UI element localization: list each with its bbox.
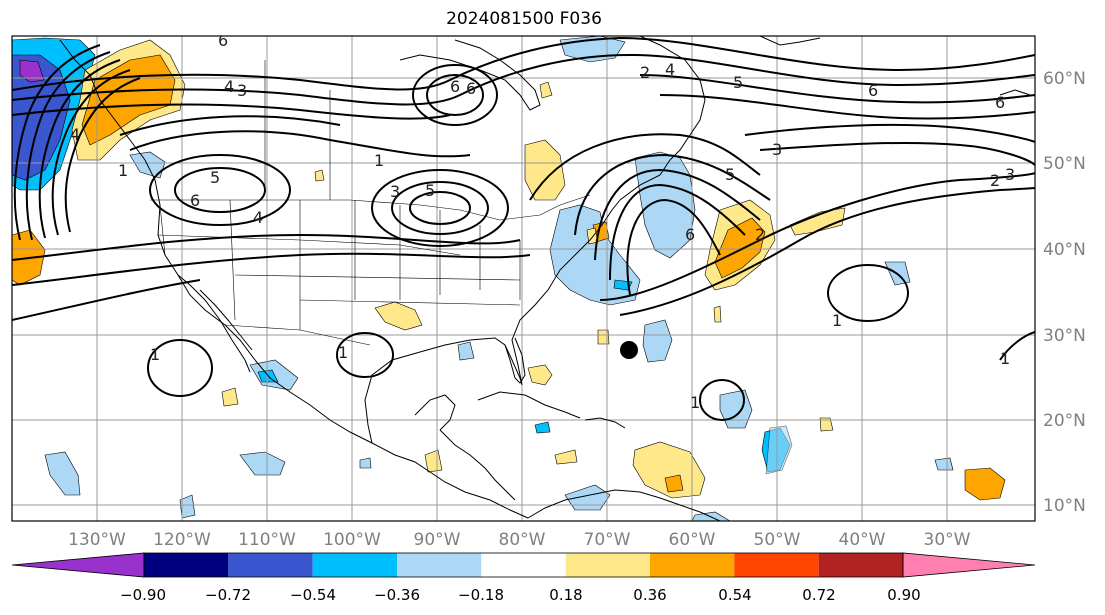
contour-label: 6: [190, 191, 200, 210]
contour-label: 1: [1000, 349, 1010, 368]
contour-label: 1: [338, 343, 348, 362]
contour-label: 6: [995, 93, 1005, 112]
storm-position-marker: [620, 341, 638, 359]
colorbar-swatch: [481, 553, 566, 577]
lat-label: 20°N: [1043, 411, 1086, 431]
contour-label: 2: [640, 63, 650, 82]
lon-label: 110°W: [238, 530, 296, 550]
colorbar-swatch: [144, 553, 229, 577]
contour-label: 1: [832, 311, 842, 330]
map-title: 2024081500 F036: [446, 9, 602, 29]
lon-label: 40°W: [839, 530, 886, 550]
lon-label: 120°W: [153, 530, 211, 550]
contour-label: 3: [390, 182, 400, 201]
map-border: [11, 35, 1036, 522]
latitude-labels: 60°N 50°N 40°N 30°N 20°N 10°N: [1043, 69, 1086, 516]
colorbar-tick-label: 0.54: [718, 586, 751, 604]
contour-label: 6: [868, 81, 878, 100]
colorbar-tick-label: 0.72: [802, 586, 835, 604]
colorbar-swatch: [11, 552, 145, 578]
lon-label: 60°W: [669, 530, 716, 550]
contour-label: 5: [425, 181, 435, 200]
contour-label: 5: [210, 168, 220, 187]
lat-label: 30°N: [1043, 326, 1086, 346]
contour-label: 2: [755, 225, 765, 244]
colorbar-border: [143, 552, 904, 578]
contour-label: 2: [990, 171, 1000, 190]
contour-labels: 6 4 1 6 5 3 2 4 5 6 6 3 5 6 5 3 4 3 6 4 …: [70, 31, 1015, 412]
contour-label: 1: [690, 393, 700, 412]
colorbar-tick-label: −0.36: [374, 586, 420, 604]
contour-label: 5: [733, 73, 743, 92]
contour-label: 6: [450, 77, 460, 96]
lon-label: 130°W: [68, 530, 126, 550]
contour-label: 5: [725, 165, 735, 184]
coastlines: [59, 36, 1031, 521]
lon-label: 30°W: [924, 530, 971, 550]
longitude-labels: 130°W 120°W 110°W 100°W 90°W 80°W 70°W 6…: [68, 530, 971, 550]
contour-label: 1: [374, 151, 384, 170]
colorbar-swatch: [818, 553, 903, 577]
contour-label: 1: [118, 161, 128, 180]
graticule: [12, 36, 1035, 521]
lat-label: 40°N: [1043, 240, 1086, 260]
colorbar-swatch: [902, 552, 1036, 578]
lat-label: 60°N: [1043, 69, 1086, 89]
lat-label: 50°N: [1043, 154, 1086, 174]
colorbar-tick-label: −0.90: [120, 586, 166, 604]
contour-label: 6: [685, 225, 695, 244]
contour-label: 3: [237, 81, 247, 100]
contour-label: 4: [665, 60, 675, 79]
contour-label: 3: [772, 140, 782, 159]
colorbar-swatch: [650, 553, 735, 577]
contour-label: 4: [224, 77, 234, 96]
colorbar-swatch: [397, 553, 482, 577]
colorbar-tick-label: 0.90: [887, 586, 920, 604]
lon-label: 50°W: [754, 530, 801, 550]
lon-label: 80°W: [499, 530, 546, 550]
contour-lines: [12, 36, 1035, 421]
lat-label: 10°N: [1043, 496, 1086, 516]
contour-label: 6: [466, 79, 476, 98]
colorbar-tick-label: −0.18: [458, 586, 504, 604]
colorbar-tick-label: 0.18: [549, 586, 582, 604]
contour-label: 4: [253, 208, 263, 227]
contour-label: 4: [70, 125, 80, 144]
colorbar: [11, 552, 1036, 578]
colorbar-swatch: [312, 553, 397, 577]
lon-label: 70°W: [584, 530, 631, 550]
contour-label: 6: [218, 31, 228, 50]
lon-label: 90°W: [414, 530, 461, 550]
colorbar-tick-label: −0.54: [290, 586, 336, 604]
colorbar-swatch: [228, 553, 313, 577]
contour-label: 3: [1005, 165, 1015, 184]
colorbar-swatch: [565, 553, 650, 577]
lon-label: 100°W: [323, 530, 381, 550]
colorbar-swatch: [734, 553, 819, 577]
contour-label: 1: [150, 345, 160, 364]
colorbar-tick-label: 0.36: [633, 586, 666, 604]
colorbar-ticks: −0.90 −0.72 −0.54 −0.36 −0.18 0.18 0.36 …: [120, 586, 921, 604]
colorbar-tick-label: −0.72: [205, 586, 251, 604]
